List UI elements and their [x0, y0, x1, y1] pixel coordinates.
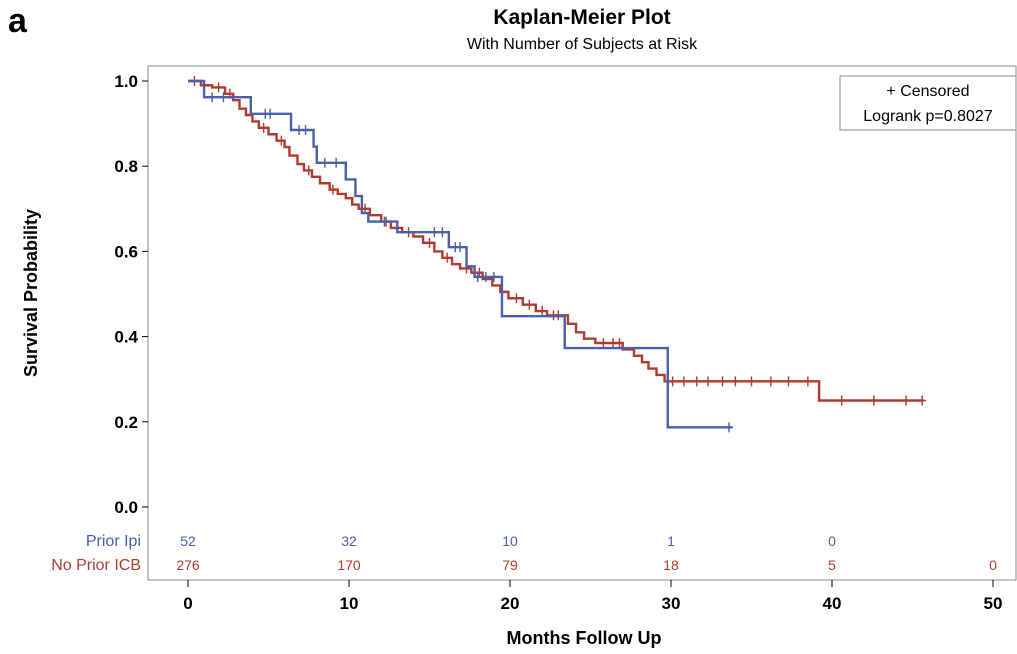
risk-row-label-no-prior-icb: No Prior ICB	[51, 557, 141, 574]
risk-count-prior-ipi: 10	[502, 533, 518, 549]
censor-mark-no-prior-icb	[525, 300, 533, 310]
censor-mark-no-prior-icb	[719, 376, 727, 386]
curves-group	[188, 76, 926, 432]
censor-mark-prior-ipi	[438, 227, 446, 237]
y-tick-label: 0.8	[114, 157, 138, 176]
censor-mark-prior-ipi	[430, 227, 438, 237]
censor-mark-prior-ipi	[208, 92, 216, 102]
censor-mark-no-prior-icb	[731, 376, 739, 386]
censor-mark-prior-ipi	[266, 109, 274, 119]
risk-count-prior-ipi: 0	[828, 533, 836, 549]
x-tick-label: 0	[183, 594, 192, 613]
legend-logrank-label: Logrank p=0.8027	[863, 108, 993, 125]
risk-count-no-prior-icb: 170	[337, 557, 361, 573]
y-tick-label: 0.2	[114, 413, 138, 432]
censor-mark-no-prior-icb	[680, 376, 688, 386]
censor-mark-prior-ipi	[321, 158, 329, 168]
x-tick-label: 40	[823, 594, 842, 613]
censor-mark-prior-ipi	[332, 158, 340, 168]
censor-mark-no-prior-icb	[260, 123, 268, 133]
censor-mark-no-prior-icb	[538, 306, 546, 316]
risk-count-prior-ipi: 32	[341, 533, 357, 549]
risk-count-no-prior-icb: 5	[828, 557, 836, 573]
censor-mark-no-prior-icb	[918, 396, 926, 406]
censor-mark-no-prior-icb	[443, 253, 451, 263]
legend-censored-label: + Censored	[886, 83, 969, 100]
censor-mark-no-prior-icb	[838, 396, 846, 406]
censor-mark-no-prior-icb	[693, 376, 701, 386]
risk-count-no-prior-icb: 276	[176, 557, 200, 573]
y-tick-label: 1.0	[114, 72, 138, 91]
censor-mark-no-prior-icb	[704, 376, 712, 386]
censor-mark-prior-ipi	[456, 242, 464, 252]
risk-count-no-prior-icb: 0	[989, 557, 997, 573]
censor-mark-no-prior-icb	[215, 82, 223, 92]
x-tick-label: 50	[984, 594, 1003, 613]
censor-mark-prior-ipi	[302, 125, 310, 135]
y-tick-label: 0.4	[114, 328, 138, 347]
x-tick-label: 30	[662, 594, 681, 613]
censor-mark-no-prior-icb	[870, 396, 878, 406]
censor-mark-no-prior-icb	[767, 376, 775, 386]
censor-mark-no-prior-icb	[512, 293, 520, 303]
censor-mark-prior-ipi	[725, 422, 733, 432]
censor-mark-no-prior-icb	[804, 376, 812, 386]
risk-row-label-prior-ipi: Prior Ipi	[86, 533, 141, 550]
axis-ticks-group: 0.00.20.40.60.81.00 10 20 30 40 50	[114, 72, 1002, 613]
plot-frame	[148, 66, 1016, 580]
legend-box: + Censored Logrank p=0.8027	[840, 76, 1016, 130]
plot-frame-group	[148, 66, 1016, 580]
y-axis-title: Survival Probability	[21, 209, 41, 377]
at-risk-table: Prior Ipi 52 32 10 1 0No Prior ICB 276 170 79 18 5…	[51, 533, 997, 574]
y-tick-label: 0.6	[114, 242, 138, 261]
y-tick-label: 0.0	[114, 498, 138, 517]
censor-mark-no-prior-icb	[599, 338, 607, 348]
censor-mark-no-prior-icb	[785, 376, 793, 386]
risk-count-no-prior-icb: 18	[663, 557, 679, 573]
censor-mark-no-prior-icb	[669, 376, 677, 386]
censor-mark-no-prior-icb	[748, 376, 756, 386]
risk-count-prior-ipi: 52	[180, 533, 196, 549]
risk-count-prior-ipi: 1	[667, 533, 675, 549]
x-axis-title: Months Follow Up	[507, 628, 662, 648]
x-tick-label: 20	[501, 594, 520, 613]
censor-mark-no-prior-icb	[426, 238, 434, 248]
risk-count-no-prior-icb: 79	[502, 557, 518, 573]
censor-mark-no-prior-icb	[902, 396, 910, 406]
x-tick-label: 10	[340, 594, 359, 613]
